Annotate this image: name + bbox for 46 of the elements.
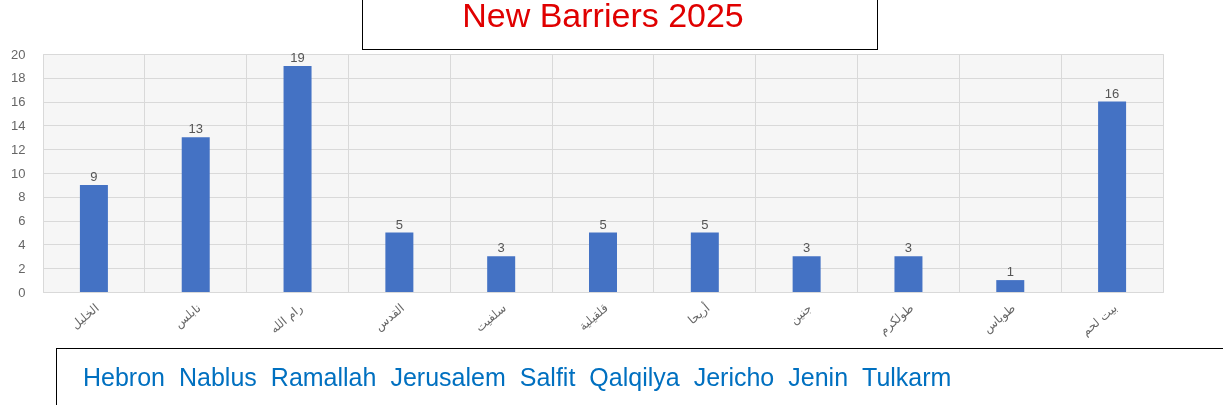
x-tick-label: أريحا xyxy=(684,300,714,328)
bar xyxy=(690,232,719,292)
chart-title: New Barriers 2025 xyxy=(462,0,744,34)
bar xyxy=(589,232,617,292)
data-label: 3 xyxy=(904,240,913,256)
data-label: 5 xyxy=(701,216,709,232)
x-tick-label: قلقيلية xyxy=(576,300,611,334)
x-tick-label: القدس xyxy=(372,300,408,335)
x-tick-label: بيت لحم xyxy=(1078,300,1120,339)
bar xyxy=(79,184,108,292)
y-tick-label: 0 xyxy=(18,284,26,300)
x-tick-label: رام الله xyxy=(267,300,307,337)
data-label: 5 xyxy=(599,216,607,232)
y-tick-label: 2 xyxy=(18,260,26,276)
bar xyxy=(1098,101,1127,292)
bar xyxy=(792,256,821,292)
bar xyxy=(894,256,923,292)
y-tick-label: 12 xyxy=(11,141,26,157)
data-label: 13 xyxy=(188,121,203,137)
data-label: 19 xyxy=(290,49,305,65)
x-tick-label: جنين xyxy=(787,300,815,328)
data-label: 1 xyxy=(1006,264,1014,280)
data-label: 3 xyxy=(803,240,811,256)
data-label: 9 xyxy=(90,168,98,184)
bar xyxy=(181,137,210,292)
data-label: 16 xyxy=(1104,85,1120,101)
x-tick-label: نابلس xyxy=(171,300,205,332)
y-tick-label: 20 xyxy=(11,46,26,62)
x-tick-label: طولكرم xyxy=(876,300,917,339)
data-label: 3 xyxy=(497,240,505,256)
x-tick-label: سلفيت xyxy=(472,300,509,335)
y-tick-label: 8 xyxy=(18,189,26,205)
caption-frame: Hebron Nablus Ramallah Jerusalem Salfit Qalqilya Jericho Jenin Tulkarm xyxy=(56,348,1223,405)
y-tick-label: 18 xyxy=(11,70,26,86)
y-tick-label: 6 xyxy=(18,213,26,229)
y-tick-label: 16 xyxy=(11,94,26,110)
bar xyxy=(996,280,1025,292)
bar xyxy=(385,232,414,292)
data-label: 5 xyxy=(395,216,403,232)
y-tick-label: 4 xyxy=(18,236,26,252)
y-tick-label: 10 xyxy=(11,165,26,181)
y-tick-label: 14 xyxy=(11,117,26,133)
x-tick-label: الخليل xyxy=(68,300,102,332)
bar xyxy=(487,256,516,292)
x-tick-label: طوباس xyxy=(980,300,1019,337)
bar xyxy=(283,65,312,292)
